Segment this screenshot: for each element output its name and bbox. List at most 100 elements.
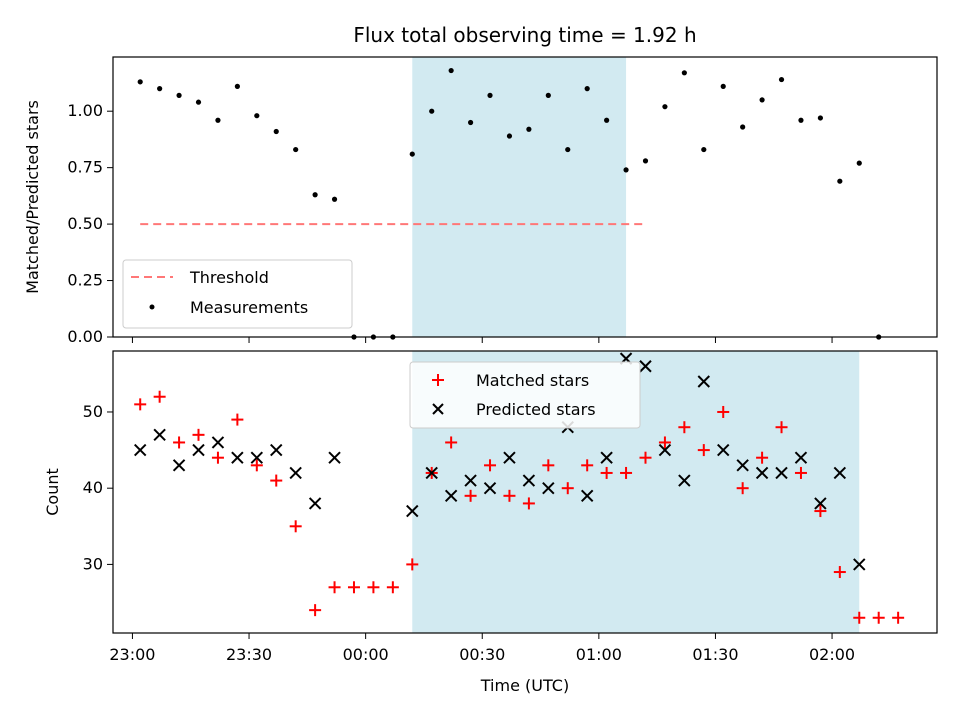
matched-star-point [445, 436, 458, 449]
ratio-y-axis-label: Matched/Predicted stars [23, 100, 42, 294]
matched-star-point [892, 611, 905, 624]
matched-star-point [484, 459, 497, 472]
predicted-star-point [425, 466, 438, 480]
count-points [134, 352, 905, 624]
count-panel: 30 40 50 23:00 23:30 00:00 00:30 01:00 01:30 02:… [43, 350, 938, 695]
x-tick-label: 02:00 [809, 645, 855, 664]
count-legend: Matched stars Predicted stars [409, 361, 641, 429]
measurement-point [487, 92, 493, 98]
matched-star-point [231, 413, 244, 426]
matched-star-point [289, 520, 302, 533]
legend-predicted-label: Predicted stars [476, 400, 596, 419]
x-tick-label: 23:00 [109, 645, 155, 664]
measurement-point [778, 76, 785, 83]
matched-star-point [833, 566, 846, 579]
count-x-ticks: 23:00 23:30 00:00 00:30 01:00 01:30 02:00 [109, 633, 855, 664]
x-tick-label: 00:30 [459, 645, 505, 664]
predicted-star-point [153, 428, 166, 442]
matched-star-point [386, 581, 399, 594]
matched-star-point [309, 604, 322, 617]
y-tick-label: 0.75 [67, 158, 103, 177]
matched-star-point [503, 489, 516, 502]
matched-star-point [328, 581, 341, 594]
predicted-star-point [444, 489, 458, 503]
y-tick-label: 1.00 [67, 101, 103, 120]
measurement-point [409, 151, 415, 157]
measurement-point [176, 92, 182, 98]
matched-star-point [658, 436, 671, 449]
observing-window-shade-top [412, 57, 627, 337]
matched-star-point [814, 505, 827, 518]
measurement-point [817, 115, 823, 121]
matched-star-point [853, 611, 866, 624]
measurement-point [642, 158, 649, 164]
measurement-point [293, 146, 299, 153]
matched-star-point [542, 459, 555, 472]
chart-title: Flux total observing time = 1.92 h [353, 23, 696, 47]
predicted-star-point [814, 497, 827, 510]
predicted-star-point [755, 466, 769, 480]
predicted-star-point [464, 474, 477, 487]
predicted-star-point [270, 443, 283, 457]
matched-star-point [697, 444, 710, 457]
measurement-point [157, 86, 163, 92]
matched-star-point [561, 482, 574, 495]
measurement-point [565, 146, 571, 153]
ratio-panel: 0.00 0.25 0.50 0.75 1.00 Matched/Predicted s… [23, 56, 938, 346]
measurement-point [759, 97, 765, 103]
predicted-star-point [542, 481, 555, 495]
predicted-star-point [600, 451, 613, 464]
matched-star-point [794, 466, 807, 479]
measurement-point [584, 86, 590, 92]
matched-star-point [639, 451, 652, 464]
predicted-star-point [580, 489, 594, 503]
measurement-point [701, 146, 707, 153]
predicted-star-point [717, 443, 730, 457]
count-panel-frame [112, 350, 938, 634]
y-tick-label: 50 [83, 402, 103, 421]
predicted-star-point [406, 504, 419, 518]
matched-star-point [173, 436, 186, 449]
measurement-point [331, 196, 338, 202]
matched-star-point [872, 611, 885, 624]
measurement-point [681, 70, 687, 76]
matched-star-point [581, 459, 594, 472]
x-tick-label: 01:30 [692, 645, 738, 664]
predicted-star-point [503, 451, 516, 464]
matched-star-point [717, 405, 730, 418]
measurement-point [545, 92, 551, 98]
matched-star-point [250, 459, 263, 472]
matched-star-point [522, 497, 535, 510]
predicted-star-point [522, 474, 536, 487]
x-tick-label: 23:30 [226, 645, 272, 664]
measurement-point [234, 83, 240, 89]
measurement-point [273, 128, 279, 135]
measurement-point [254, 113, 260, 119]
measurement-point [137, 79, 143, 85]
matched-star-point [192, 428, 205, 441]
ratio-x-ticks [131, 337, 833, 343]
predicted-star-point [697, 375, 710, 388]
measurement-point [720, 83, 726, 89]
predicted-star-point [639, 360, 652, 373]
predicted-star-point [483, 481, 497, 495]
predicted-star-point [192, 443, 205, 457]
measurement-point [448, 67, 454, 74]
predicted-star-point [658, 443, 672, 457]
measurement-point [604, 117, 610, 123]
count-legend-box [409, 361, 641, 429]
predicted-star-point [134, 443, 147, 457]
count-y-ticks: 30 40 50 [83, 402, 113, 573]
y-tick-label: 30 [83, 554, 103, 573]
predicted-star-point [678, 474, 691, 487]
ratio-legend: Threshold Measurements [122, 259, 353, 329]
matched-star-point [153, 390, 166, 403]
predicted-star-point [833, 466, 847, 480]
ratio-legend-box [122, 259, 353, 329]
measurement-point [215, 117, 221, 123]
ratio-panel-frame [112, 56, 938, 338]
ratio-y-ticks: 0.00 0.25 0.50 0.75 1.00 [67, 101, 113, 346]
y-tick-label: 40 [83, 478, 103, 497]
x-tick-label: 00:00 [343, 645, 389, 664]
measurement-point [623, 167, 629, 173]
